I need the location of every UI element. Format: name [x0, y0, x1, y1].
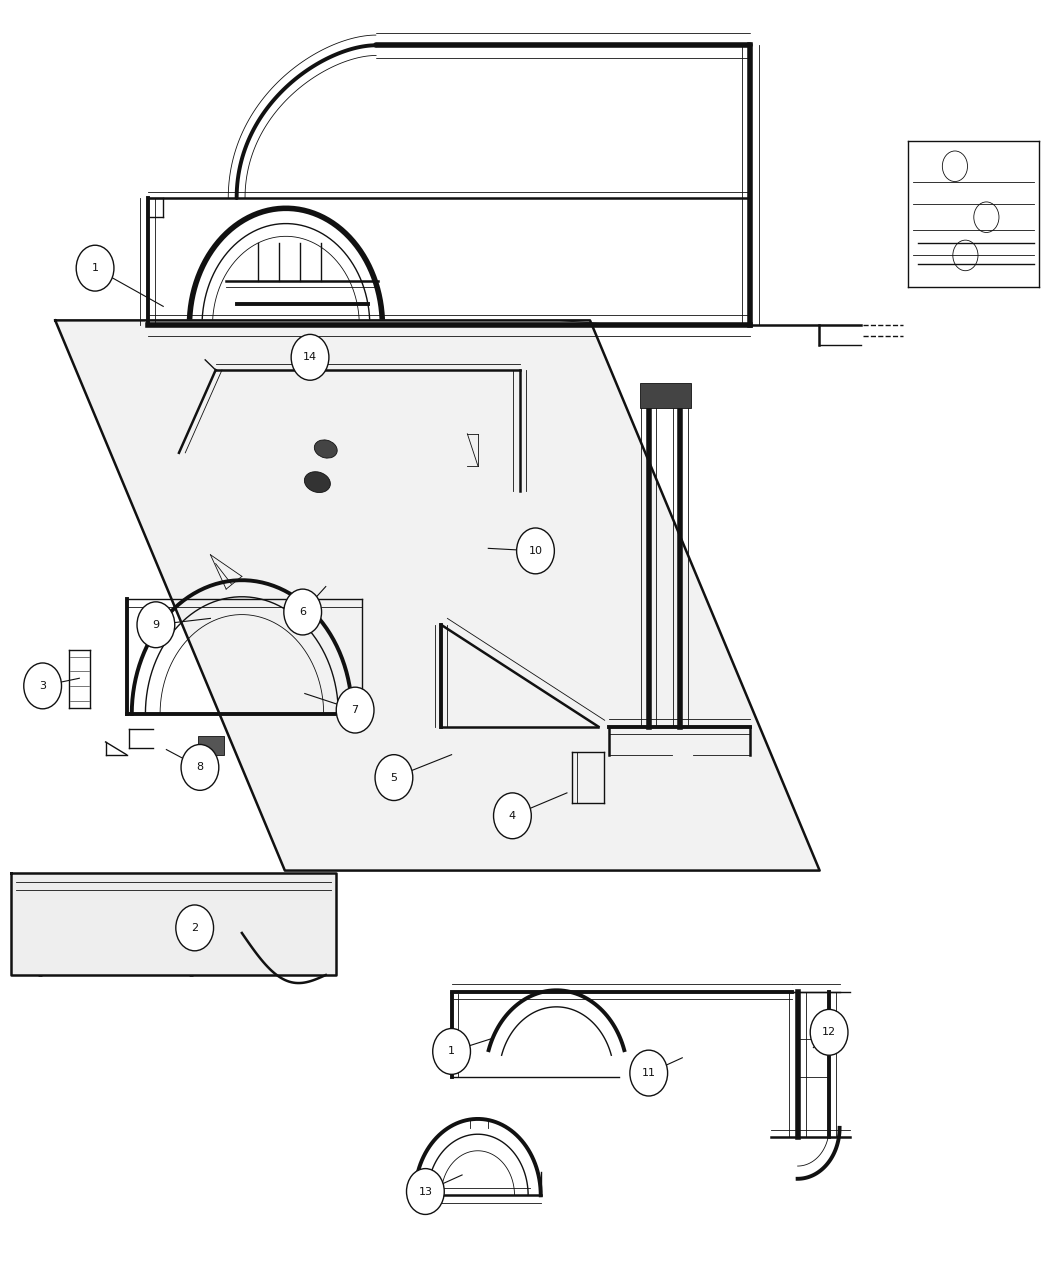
- Text: 3: 3: [39, 681, 46, 691]
- Text: 8: 8: [196, 762, 204, 773]
- Circle shape: [811, 1010, 848, 1056]
- Circle shape: [284, 589, 321, 635]
- Polygon shape: [56, 320, 820, 871]
- Circle shape: [181, 745, 218, 790]
- Bar: [197, 736, 224, 755]
- Text: 4: 4: [509, 811, 516, 821]
- Circle shape: [175, 905, 213, 951]
- Circle shape: [406, 1169, 444, 1215]
- Text: 14: 14: [303, 352, 317, 362]
- Text: 6: 6: [299, 607, 307, 617]
- Circle shape: [375, 755, 413, 801]
- Text: 13: 13: [418, 1187, 433, 1196]
- Circle shape: [136, 602, 174, 648]
- Text: 12: 12: [822, 1028, 836, 1038]
- Text: 10: 10: [528, 546, 543, 556]
- Ellipse shape: [304, 472, 331, 492]
- Circle shape: [433, 1029, 470, 1075]
- Circle shape: [517, 528, 554, 574]
- Circle shape: [77, 245, 114, 291]
- Circle shape: [494, 793, 531, 839]
- Text: 7: 7: [352, 705, 359, 715]
- Circle shape: [630, 1051, 668, 1096]
- Circle shape: [24, 663, 62, 709]
- Text: 9: 9: [152, 620, 160, 630]
- Polygon shape: [12, 873, 336, 975]
- Text: 2: 2: [191, 923, 198, 933]
- Text: 11: 11: [642, 1068, 656, 1079]
- Text: 1: 1: [91, 263, 99, 273]
- Bar: [640, 382, 691, 408]
- Text: 5: 5: [391, 773, 397, 783]
- Text: 1: 1: [448, 1047, 455, 1057]
- Ellipse shape: [314, 440, 337, 458]
- Circle shape: [291, 334, 329, 380]
- Circle shape: [336, 687, 374, 733]
